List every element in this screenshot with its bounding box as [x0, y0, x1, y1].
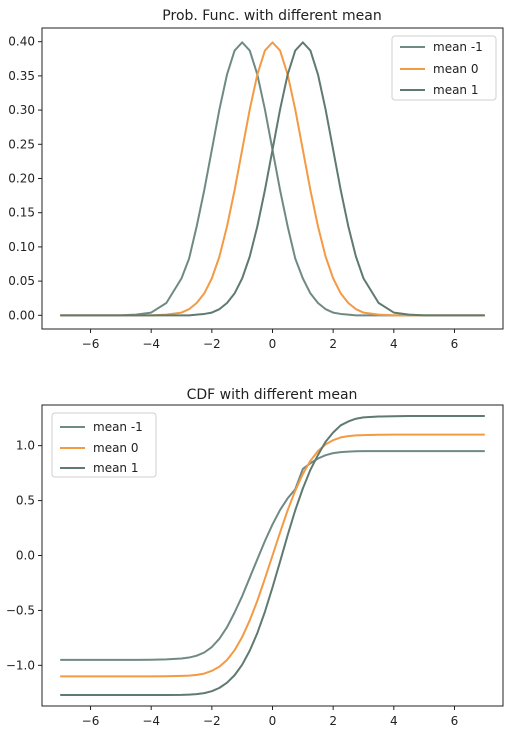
- pdf-x-tick-label: −4: [142, 337, 160, 351]
- cdf-x-tick-label: −6: [82, 714, 100, 728]
- pdf-title: Prob. Func. with different mean: [162, 8, 381, 24]
- cdf-legend-label-mean-1: mean 1: [93, 461, 138, 475]
- pdf-legend-label-mean-1: mean 1: [433, 83, 478, 97]
- cdf-y-tick-label: 1.0: [16, 439, 35, 453]
- pdf-y-tick-label: 0.10: [8, 240, 35, 254]
- pdf-series-line-mean-1: [60, 41, 485, 317]
- cdf-x-tick-label: 6: [451, 714, 459, 728]
- pdf-x-tick-label: −6: [82, 337, 100, 351]
- cdf-y-tick-label: 0.5: [16, 494, 35, 508]
- cdf-legend-label-mean-neg1: mean -1: [93, 420, 143, 434]
- pdf-y-tick-label: 0.25: [8, 137, 35, 151]
- cdf-y-tick-label: 0.0: [16, 549, 35, 563]
- cdf-legend-label-mean-0: mean 0: [93, 441, 138, 455]
- cdf-legend: mean -1 mean 0 mean 1: [51, 412, 157, 478]
- pdf-panel: Prob. Func. with different mean −6 −4 −2 0 2…: [8, 8, 504, 351]
- cdf-panel: CDF with different mean −6 −4 −2 0 2 4 6 −1.0 −0…: [6, 387, 504, 728]
- cdf-x-tick-label: 4: [390, 714, 398, 728]
- pdf-y-tick-label: 0.20: [8, 172, 35, 186]
- cdf-y-tick-label: −1.0: [6, 658, 35, 672]
- cdf-x-tick-label: −4: [142, 714, 160, 728]
- pdf-x-tick-label: −2: [203, 337, 221, 351]
- pdf-legend-box: [391, 35, 497, 101]
- pdf-y-tick-label: 0.05: [8, 274, 35, 288]
- pdf-legend-label-mean-neg1: mean -1: [433, 40, 483, 54]
- cdf-legend-box: [51, 412, 157, 478]
- cdf-series-line-mean-1: [60, 414, 485, 697]
- pdf-y-tick-label: 0.40: [8, 35, 35, 49]
- pdf-y-tick-label: 0.00: [8, 308, 35, 322]
- pdf-x-tick-label: 4: [390, 337, 398, 351]
- pdf-y-tick-label: 0.30: [8, 103, 35, 117]
- pdf-x-tick-label: 2: [329, 337, 337, 351]
- pdf-y-tick-label: 0.15: [8, 206, 35, 220]
- pdf-legend: mean -1 mean 0 mean 1: [391, 35, 497, 101]
- cdf-x-tick-label: 0: [269, 714, 277, 728]
- pdf-x-tick-label: 6: [451, 337, 459, 351]
- cdf-x-tick-label: 2: [329, 714, 337, 728]
- cdf-series-line-mean-0: [60, 433, 485, 678]
- pdf-x-tick-label: 0: [269, 337, 277, 351]
- cdf-x-tick-label: −2: [203, 714, 221, 728]
- pdf-y-tick-label: 0.35: [8, 69, 35, 83]
- cdf-title: CDF with different mean: [187, 387, 358, 403]
- cdf-series-line-mean-neg1: [60, 450, 485, 661]
- cdf-y-tick-label: −0.5: [6, 603, 35, 617]
- pdf-legend-label-mean-0: mean 0: [433, 62, 478, 76]
